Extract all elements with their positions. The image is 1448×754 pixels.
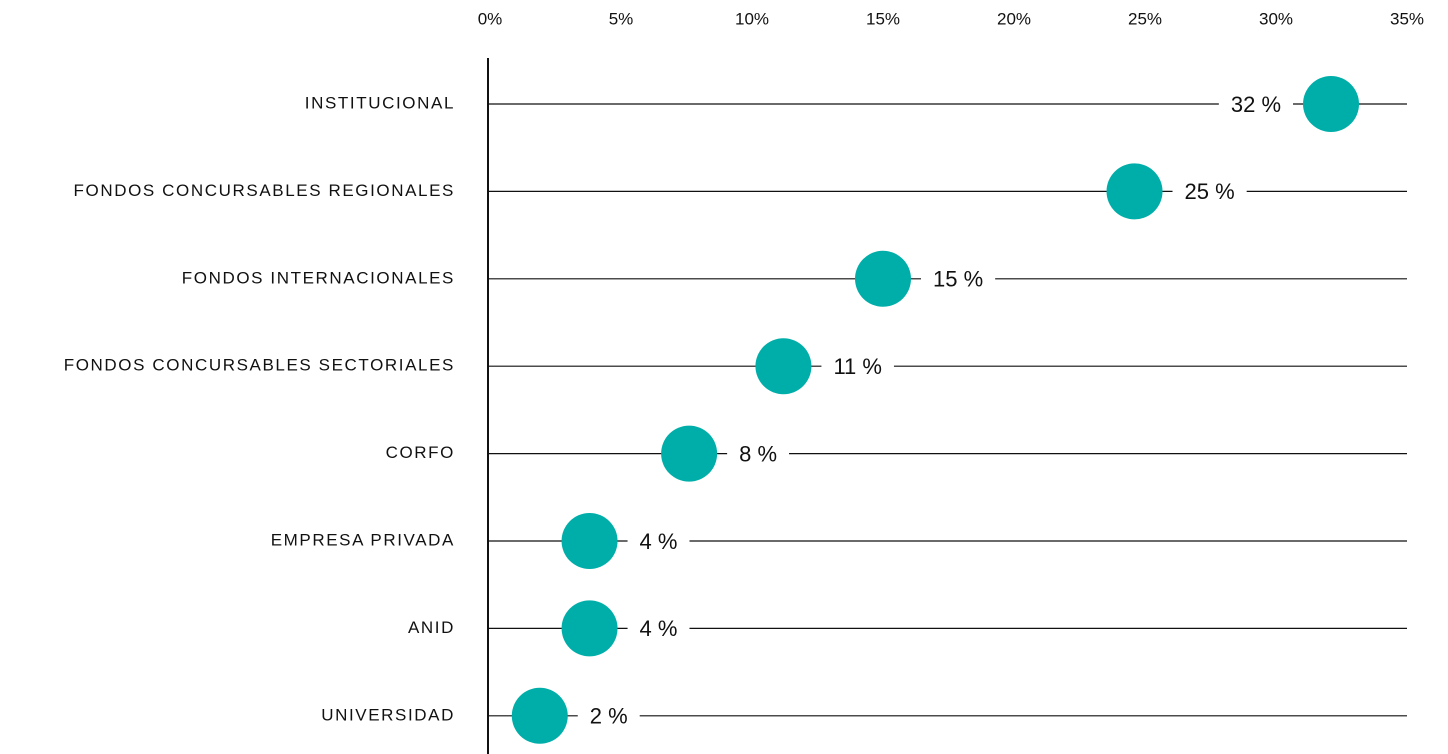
- category-label: EMPRESA PRIVADA: [271, 530, 455, 549]
- x-tick-label: 25%: [1128, 9, 1162, 28]
- x-tick-label: 5%: [609, 9, 634, 28]
- dot: [561, 600, 618, 657]
- value-label: 32 %: [1231, 92, 1281, 117]
- dot: [755, 338, 812, 395]
- label-background: [1172, 181, 1247, 202]
- value-label: 25 %: [1185, 179, 1235, 204]
- value-label: 11 %: [833, 354, 882, 379]
- category-label: ANID: [408, 618, 455, 637]
- category-label: FONDOS CONCURSABLES REGIONALES: [74, 181, 455, 200]
- dot: [1106, 163, 1163, 220]
- label-background: [577, 705, 640, 726]
- category-label: CORFO: [386, 443, 455, 462]
- x-tick-label: 20%: [997, 9, 1031, 28]
- label-background: [821, 356, 894, 377]
- dot: [511, 687, 568, 744]
- category-label: FONDOS INTERNACIONALES: [182, 268, 455, 287]
- label-background: [627, 531, 690, 551]
- label-background: [627, 618, 690, 639]
- value-label: 8 %: [739, 441, 777, 466]
- category-label: UNIVERSIDAD: [321, 705, 455, 724]
- value-label: 4 %: [640, 529, 678, 554]
- dot: [1303, 76, 1360, 132]
- label-background: [1218, 94, 1294, 114]
- label-background: [727, 443, 790, 464]
- value-label: 2 %: [590, 704, 628, 729]
- x-tick-label: 0%: [478, 9, 503, 28]
- category-label: INSTITUCIONAL: [305, 93, 455, 112]
- x-tick-label: 30%: [1259, 9, 1293, 28]
- x-tick-label: 35%: [1390, 9, 1424, 28]
- value-label: 4 %: [640, 616, 678, 641]
- label-background: [921, 268, 996, 289]
- x-tick-label: 15%: [866, 9, 900, 28]
- dot: [561, 513, 618, 569]
- category-label: FONDOS CONCURSABLES SECTORIALES: [64, 356, 455, 375]
- x-tick-label: 10%: [735, 9, 769, 28]
- dot: [855, 250, 911, 307]
- value-label: 15 %: [933, 267, 983, 292]
- dot: [661, 425, 718, 482]
